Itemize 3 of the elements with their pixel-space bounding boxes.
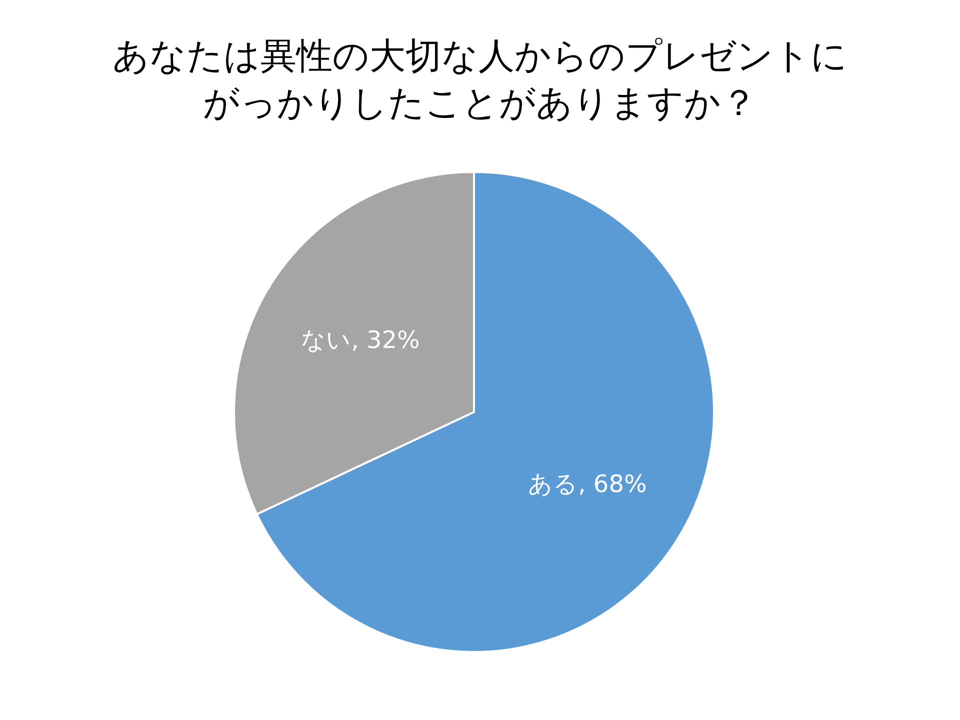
slice-label: ない, 32% <box>301 326 420 354</box>
chart-title: あなたは異性の大切な人からのプレゼントにがっかりしたことがありますか？ <box>112 35 848 126</box>
slice-label: ある, 68% <box>528 470 647 498</box>
